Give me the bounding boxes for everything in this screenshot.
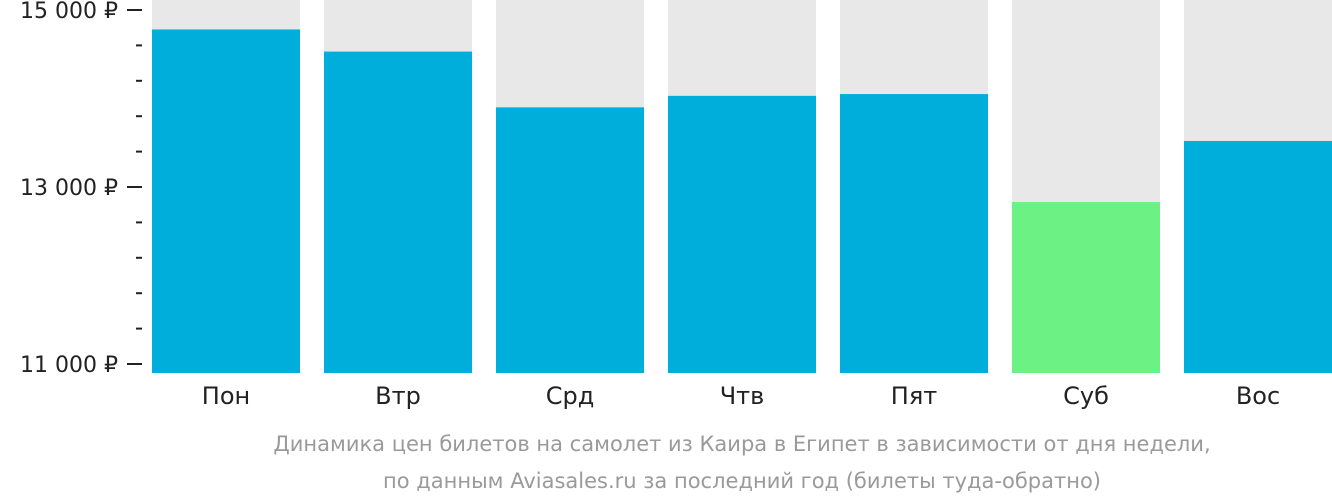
- x-tick-label-1: Втр: [375, 382, 421, 410]
- y-tick-label-2: 11 000 ₽: [20, 353, 118, 378]
- y-tick-label-1: 13 000 ₽: [20, 176, 118, 201]
- y-axis: 15 000 ₽ 13 000 ₽ 11 000 ₽: [20, 0, 142, 378]
- chart-caption-line-1: Динамика цен билетов на самолет из Каира…: [273, 432, 1210, 456]
- bars: [152, 29, 1332, 373]
- x-tick-label-4: Пят: [891, 382, 937, 410]
- x-tick-label-6: Вос: [1236, 382, 1280, 410]
- y-tick-label-0: 15 000 ₽: [20, 0, 118, 24]
- bar-6: [1184, 140, 1332, 373]
- x-axis-labels: Пон Втр Срд Чтв Пят Суб Вос: [202, 382, 1280, 410]
- bar-2: [496, 107, 644, 373]
- bar-3: [668, 95, 816, 373]
- bar-4: [840, 94, 988, 373]
- x-tick-label-2: Срд: [546, 382, 595, 410]
- bar-1: [324, 51, 472, 373]
- bar-0: [152, 29, 300, 373]
- chart-caption-line-2: по данным Aviasales.ru за последний год …: [383, 469, 1101, 493]
- bar-5: [1012, 202, 1160, 373]
- x-tick-label-3: Чтв: [720, 382, 765, 410]
- x-tick-label-0: Пон: [202, 382, 250, 410]
- x-tick-label-5: Суб: [1063, 382, 1109, 410]
